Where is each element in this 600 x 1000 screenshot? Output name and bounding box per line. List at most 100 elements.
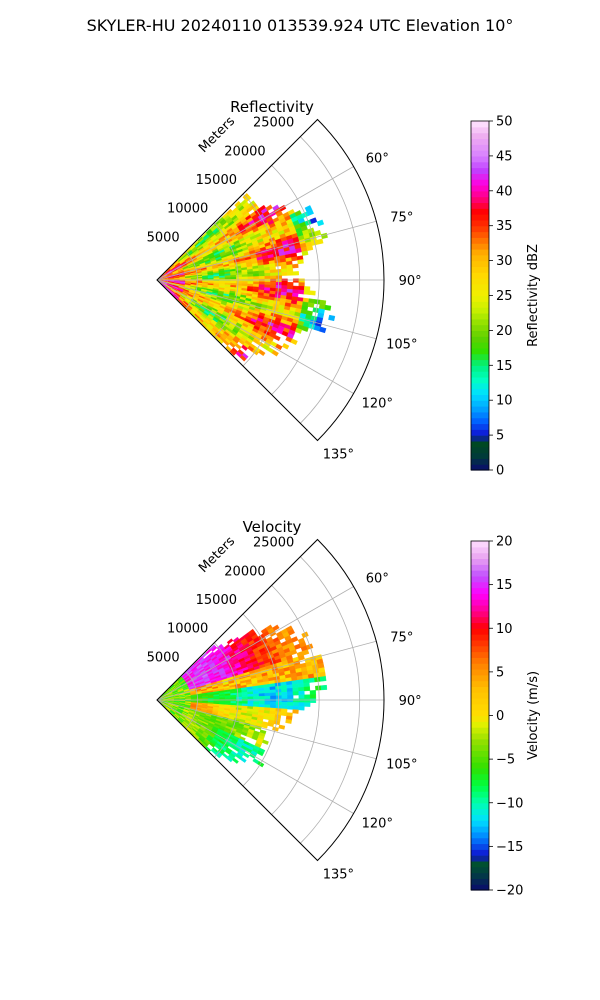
reflectivity-panel: Reflectivity500010000150002000025000Mete… [147,98,541,479]
reflectivity-cell [258,278,266,283]
colorbar-swatch [471,452,489,459]
velocity-cell [242,752,250,759]
velocity-cell [232,757,239,764]
azimuth-gridline [156,279,354,394]
colorbar-swatch [471,342,489,349]
reflectivity-cell [270,272,277,277]
velocity-cell [224,697,231,700]
colorbar-swatch [471,318,489,326]
colorbar-swatch [471,307,489,314]
velocity-cell [281,701,288,706]
colorbar-swatch [471,564,489,571]
velocity-cell [257,761,265,768]
reflectivity-cell [292,263,299,269]
velocity-cell [281,705,288,710]
colorbar-swatch [471,767,489,775]
velocity-cell [304,698,311,703]
colorbar-swatch [471,382,489,390]
velocity-cell [281,698,288,703]
azimuth-tick-label: 120° [362,817,393,832]
reflectivity-cell [281,281,288,286]
reflectivity-cell [309,290,316,296]
velocity-cell [306,643,314,650]
reflectivity-cell [290,338,298,346]
velocity-cell [270,698,277,703]
colorbar-swatch [471,698,489,705]
reflectivity-cell [316,219,325,227]
reflectivity-cell [281,343,290,350]
colorbar-swatch [471,289,489,297]
reflectivity-cell [247,273,254,278]
velocity-cell [319,676,327,682]
colorbar-swatch [471,581,489,589]
colorbar-swatch [471,400,489,407]
velocity-cell [241,694,248,698]
colorbar-swatch [471,295,489,302]
colorbar-swatch [471,347,489,355]
colorbar-tick-label: 15 [496,359,513,374]
reflectivity-cell [230,277,237,280]
colorbar-tick-label: 50 [496,115,513,130]
radial-tick-label: 5000 [147,230,180,245]
radial-tick-label: 10000 [167,622,208,637]
polar-frame [156,118,385,442]
reflectivity-cell [241,274,248,278]
colorbar-swatch [471,808,489,815]
colorbar-swatch [471,843,489,850]
reflectivity-cell [241,344,248,351]
colorbar-swatch [471,132,489,140]
colorbar-tick-label: 5 [496,429,504,444]
velocity-cell [241,696,249,700]
colorbar-swatch [471,219,489,227]
velocity-cell [253,701,260,705]
colorbar-swatch [471,243,489,250]
radial-tick-label: 20000 [224,144,265,159]
reflectivity-cell [316,238,324,245]
colorbar-swatch [471,738,489,746]
azimuth-tick-label: 135° [323,867,354,882]
colorbar-swatch [471,860,489,868]
radial-tick-label: 15000 [196,593,237,608]
colorbar-swatch [471,639,489,647]
colorbar-swatch [471,628,489,635]
figure-suptitle: SKYLER-HU 20240110 013539.924 UTC Elevat… [86,16,514,35]
velocity-cell [258,698,266,703]
velocity-cell [292,705,299,711]
velocity-cell [213,697,220,700]
radial-tick-label: 15000 [196,173,237,188]
reflectivity-cell [292,285,299,291]
colorbar-swatch [471,727,489,734]
colorbar-swatch [471,167,489,174]
colorbar-swatch [471,541,489,548]
reflectivity-cell [309,217,318,224]
colorbar-label: Reflectivity dBZ [526,244,541,347]
velocity-cell [258,693,265,697]
velocity-cell [304,702,311,707]
colorbar-swatch [471,692,489,699]
velocity-cell [270,692,277,697]
colorbar-swatch [471,208,489,215]
colorbar-tick-label: 10 [496,394,513,409]
reflectivity-cell [253,281,260,285]
colorbar-swatch [471,872,489,879]
velocity-cell [310,698,317,703]
colorbar-swatch [471,237,489,244]
velocity-cell [303,686,311,692]
reflectivity-cell [298,285,305,291]
colorbar-swatch [471,417,489,425]
velocity-cell [292,702,300,707]
velocity-cell [256,750,264,757]
colorbar-swatch [471,837,489,845]
colorbar-swatch [471,791,489,798]
velocity-cell [309,690,317,695]
colorbar-swatch [471,254,489,262]
reflectivity-cell [258,276,266,280]
colorbar-swatch [471,744,489,751]
reflectivity-cell [213,277,220,280]
colorbar-swatch [471,546,489,554]
velocity-cell [298,690,305,696]
reflectivity-cell [319,326,327,334]
velocity-cell [309,694,317,699]
reflectivity-cell [303,290,311,295]
